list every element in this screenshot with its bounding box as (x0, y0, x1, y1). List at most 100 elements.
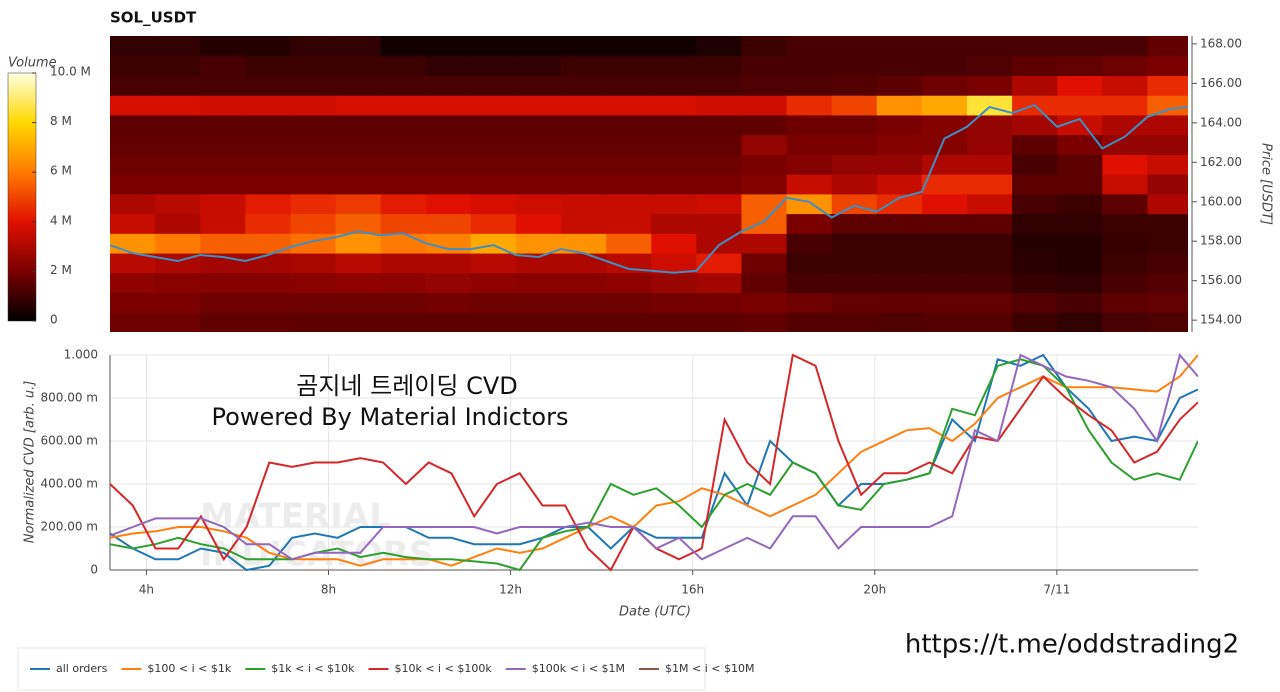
heat-cell (470, 55, 517, 76)
heat-cell (921, 95, 968, 116)
heat-cell (966, 312, 1013, 332)
heat-cell (335, 312, 382, 332)
heat-cell (290, 233, 337, 254)
heat-cell (245, 312, 291, 332)
heat-cell (561, 193, 607, 215)
colorbar-label: Volume (8, 56, 57, 71)
heat-cell (470, 312, 517, 332)
heat-cell (1012, 134, 1058, 155)
heat-cell (1057, 55, 1103, 76)
heat-cell (110, 312, 156, 332)
cvd-line (110, 353, 1198, 572)
heat-cell (245, 55, 291, 76)
watermark: MATERIAL (200, 497, 391, 537)
heat-cell (155, 233, 201, 254)
heat-cell (921, 233, 968, 254)
plot-bg (110, 355, 1198, 570)
heat-cell (155, 134, 201, 155)
heat-cell (786, 312, 833, 332)
heat-cell (425, 95, 472, 116)
price-line (110, 103, 1188, 274)
heat-cell (561, 95, 607, 116)
heat-cell (651, 193, 697, 215)
heat-cell (741, 233, 788, 254)
heat-cell (515, 312, 562, 332)
heat-cell (245, 233, 291, 254)
heat-cell (786, 213, 833, 234)
heat-cell (786, 75, 833, 96)
heat-cell (200, 174, 246, 195)
heat-cell (245, 36, 291, 57)
heat-cell (876, 253, 923, 274)
heat-cell (335, 213, 382, 234)
heat-cell (651, 233, 697, 254)
heat-cell (425, 114, 472, 136)
heat-cell (831, 75, 878, 96)
heat-cell (651, 292, 697, 313)
heat-cell (470, 154, 517, 175)
heat-cell (335, 95, 382, 116)
heat-cell (425, 174, 472, 195)
heat-cell (966, 174, 1013, 195)
legend-label: $1k < i < $10k (271, 662, 355, 675)
y-tick-label: 600.00 m (41, 434, 99, 448)
heat-cell (200, 213, 246, 234)
legend-label: $100 < i < $1k (147, 662, 231, 675)
heat-cell (561, 154, 607, 175)
heat-cell (1057, 174, 1103, 195)
heat-cell (200, 114, 246, 136)
annotation: Powered By Material Indictors (212, 403, 569, 431)
heat-cell (876, 154, 923, 175)
heat-cell (425, 55, 472, 76)
heat-cell (515, 114, 562, 136)
heat-cell (200, 154, 246, 175)
heat-cell (966, 213, 1013, 234)
heat-cell (515, 95, 562, 116)
heat-cell (966, 154, 1013, 175)
heat-cell (515, 174, 562, 195)
heat-cell (1057, 213, 1103, 234)
y2-tick-label: 156.00 (1200, 273, 1242, 287)
heat-cell (335, 154, 382, 175)
heat-cell (1147, 134, 1188, 155)
annotation: https://t.me/oddstrading2 (905, 630, 1239, 660)
x-tick-label: 12h (499, 583, 522, 597)
heat-cell (335, 174, 382, 195)
heat-cell (470, 75, 517, 96)
heat-cell (515, 55, 562, 76)
heat-cell (966, 95, 1013, 116)
heat-cell (1012, 55, 1058, 76)
heat-cell (1012, 36, 1058, 57)
y2-tick-label: 164.00 (1200, 115, 1242, 129)
heat-cell (606, 312, 652, 332)
heat-cell (1102, 253, 1148, 274)
heat-cell (290, 312, 337, 332)
heat-cell (200, 193, 246, 215)
heat-cell (606, 154, 652, 175)
heat-cell (606, 174, 652, 195)
heat-cell (696, 95, 742, 116)
y-axis-title: Normalized CVD [arb. u.] (23, 381, 38, 544)
heat-cell (155, 36, 201, 57)
heat-cell (876, 292, 923, 313)
heat-cell (515, 134, 562, 155)
heat-cell (1102, 292, 1148, 313)
heat-cell (290, 292, 337, 313)
heat-cell (831, 134, 878, 155)
heat-cell (606, 95, 652, 116)
heat-cell (380, 213, 427, 234)
heat-cell (696, 75, 742, 96)
heat-cell (380, 312, 427, 332)
heat-cell (155, 272, 201, 294)
heat-cell (425, 75, 472, 96)
heat-cell (921, 75, 968, 96)
heat-cell (741, 134, 788, 155)
heat-cell (561, 253, 607, 274)
heat-cell (335, 193, 382, 215)
heat-cell (290, 134, 337, 155)
heat-cell (1147, 114, 1188, 136)
y2-tick-label: 154.00 (1200, 313, 1242, 327)
heat-cell (696, 312, 742, 332)
heat-cell (1147, 272, 1188, 294)
y-tick-label: 800.00 m (41, 391, 99, 405)
